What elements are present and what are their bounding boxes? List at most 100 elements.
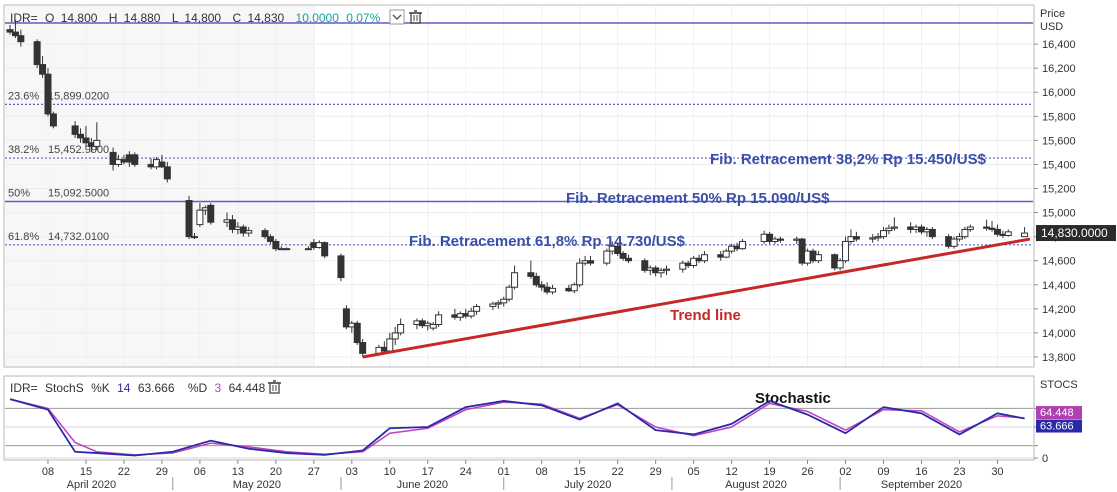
stoch-header: IDR= StochS %K 14 63.666 %D 3 64.448 bbox=[10, 380, 281, 395]
chevron-down-icon[interactable] bbox=[389, 9, 405, 25]
candle bbox=[196, 202, 204, 228]
candle-body bbox=[163, 166, 171, 180]
candle bbox=[641, 258, 649, 273]
candle-body bbox=[950, 238, 958, 247]
candle-body bbox=[190, 236, 198, 239]
candle-body bbox=[836, 260, 844, 269]
date-tick-label: 02 bbox=[839, 466, 851, 478]
candle bbox=[511, 265, 519, 290]
price-tick-label: 15,000 bbox=[1042, 208, 1076, 220]
candle bbox=[1021, 227, 1029, 238]
candle-body bbox=[386, 338, 394, 352]
stoch-d-label: %D bbox=[188, 381, 208, 395]
candle bbox=[82, 125, 90, 147]
candle-body bbox=[874, 236, 882, 239]
date-tick-label: 27 bbox=[308, 466, 320, 478]
candle-body bbox=[928, 228, 936, 238]
trash-icon[interactable] bbox=[409, 10, 422, 24]
stoch-k-tag: 63.666 bbox=[1036, 419, 1082, 433]
candle bbox=[359, 338, 367, 357]
candle-body bbox=[505, 286, 513, 300]
stoch-d-tag-label: 64.448 bbox=[1040, 407, 1074, 419]
candle bbox=[603, 248, 611, 266]
candle bbox=[467, 307, 475, 319]
candle bbox=[39, 56, 47, 78]
candle-body bbox=[587, 260, 595, 264]
candle bbox=[722, 248, 730, 259]
candle bbox=[33, 39, 41, 69]
candle bbox=[44, 68, 52, 117]
stoch-d-tag: 64.448 bbox=[1036, 406, 1082, 420]
date-tick-label: 15 bbox=[80, 466, 92, 478]
price-tick-label: 15,200 bbox=[1042, 184, 1076, 196]
candle-body bbox=[657, 269, 665, 274]
candle bbox=[494, 300, 502, 309]
date-tick-label: 22 bbox=[118, 466, 130, 478]
svg-text:IDR= StochS %K: IDR= StochS %K 14 63.666 %D 3 64.448 bbox=[10, 381, 266, 395]
candle bbox=[337, 253, 345, 282]
date-tick-label: 09 bbox=[877, 466, 889, 478]
date-tick-label: 05 bbox=[687, 466, 699, 478]
candle-body bbox=[662, 268, 670, 271]
candle-body bbox=[983, 226, 991, 229]
candle-body bbox=[576, 262, 584, 286]
header-change: 10.0000 bbox=[296, 11, 340, 25]
candle-body bbox=[1021, 232, 1029, 238]
candle-body bbox=[185, 200, 193, 238]
candle bbox=[505, 284, 513, 302]
candle bbox=[71, 121, 79, 138]
price-tick-label: 14,000 bbox=[1042, 328, 1076, 340]
candle-body bbox=[353, 322, 361, 344]
candle bbox=[662, 265, 670, 276]
candle bbox=[93, 122, 101, 150]
candle bbox=[228, 214, 236, 234]
header-open-label: O bbox=[45, 11, 54, 25]
candle bbox=[852, 231, 860, 242]
candle-body bbox=[549, 287, 557, 293]
date-tick-label: 01 bbox=[498, 466, 510, 478]
price-axis-unit: USD bbox=[1040, 21, 1063, 33]
stoch-trash-icon[interactable] bbox=[268, 380, 281, 394]
candle bbox=[429, 322, 437, 331]
candle-body bbox=[77, 133, 85, 139]
annotation-fib-618: Fib. Retracement 61,8% Rp 14.730/US$ bbox=[409, 233, 686, 250]
annotation-stochastic: Stochastic bbox=[755, 390, 831, 407]
candle-body bbox=[109, 151, 117, 165]
candle bbox=[738, 239, 746, 250]
candle-body bbox=[321, 242, 329, 257]
stoch-k-period: 14 bbox=[117, 381, 131, 395]
candle-body bbox=[814, 254, 822, 262]
candle-body bbox=[625, 257, 633, 262]
candle bbox=[397, 318, 405, 336]
month-label: July 2020 bbox=[564, 479, 611, 491]
candle bbox=[245, 227, 253, 237]
stoch-symbol: IDR= bbox=[10, 381, 38, 395]
candle bbox=[776, 236, 784, 243]
stoch-k-value: 63.666 bbox=[138, 381, 175, 395]
stoch-d-value: 64.448 bbox=[229, 381, 266, 395]
candle bbox=[576, 258, 584, 288]
candle bbox=[690, 255, 698, 268]
candle-body bbox=[679, 262, 687, 270]
price-tick-label: 16,200 bbox=[1042, 63, 1076, 75]
candle bbox=[239, 224, 247, 237]
date-tick-label: 22 bbox=[612, 466, 624, 478]
candle bbox=[625, 254, 633, 264]
date-tick-label: 19 bbox=[763, 466, 775, 478]
candle-body bbox=[207, 204, 215, 223]
candle bbox=[527, 260, 535, 279]
candle bbox=[6, 24, 14, 35]
candle bbox=[814, 251, 822, 264]
month-label: May 2020 bbox=[233, 479, 281, 491]
candle bbox=[538, 281, 546, 291]
candle-body bbox=[93, 139, 101, 147]
stoch-k-tag-label: 63.666 bbox=[1040, 421, 1074, 433]
candle-body bbox=[527, 272, 535, 277]
stoch-k-line bbox=[9, 398, 1025, 457]
candle bbox=[266, 234, 274, 244]
fib-level-label: 23.6% bbox=[8, 90, 39, 102]
candle bbox=[185, 195, 193, 240]
candle-body bbox=[966, 226, 974, 230]
candle-body bbox=[852, 236, 860, 240]
